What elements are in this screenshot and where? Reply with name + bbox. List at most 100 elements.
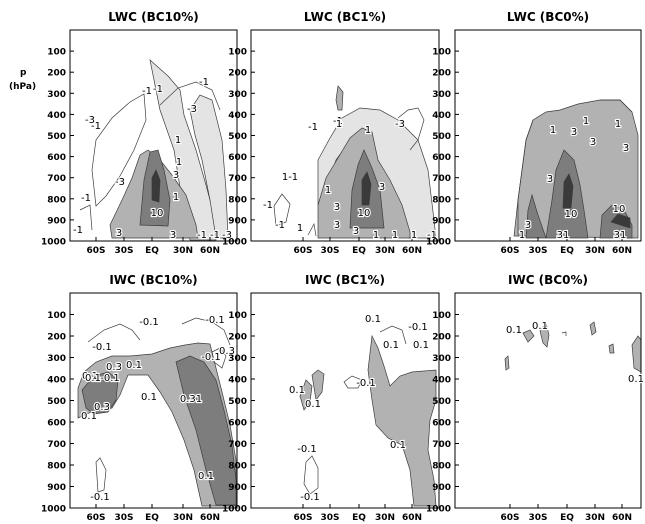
x-tick-label: 60S <box>293 246 312 256</box>
panel-title: LWC (BC0%) <box>507 10 589 24</box>
y-tick-label: 1000 <box>426 505 451 515</box>
contour-label: 10 <box>358 208 371 219</box>
panel-title: IWC (BC1%) <box>305 273 385 287</box>
y-tick-label: 200 <box>228 69 247 79</box>
contour-fill-medium <box>367 334 437 507</box>
contour-line <box>211 347 227 369</box>
y-tick-label: 100 <box>47 48 66 58</box>
contour-line <box>517 119 534 236</box>
contour-fill-dark <box>525 193 547 239</box>
contour-label: 3 <box>571 127 577 138</box>
contour-label: -1 <box>73 225 83 236</box>
contour-fill-darkest <box>562 173 574 209</box>
y-tick-label: 600 <box>228 153 247 163</box>
contour-fill-darkest <box>361 171 372 206</box>
panel-2: LWC (BC1%) 100 200 300 400 500 600 700 800 900 100… <box>222 10 440 256</box>
y-tick-label: 800 <box>47 195 66 205</box>
y-tick-label: 500 <box>432 132 451 142</box>
panel-1: LWC (BC10%) 100 200 300 400 500 600 700 800 900 10… <box>41 10 238 256</box>
contour-label: 1 <box>173 192 179 203</box>
x-tick-label: 60N <box>402 513 422 523</box>
contour-label: -0.1 <box>90 492 110 503</box>
x-tick-label: 30N <box>585 246 605 256</box>
y-tick-label: 600 <box>47 419 66 429</box>
x-tick-label: EQ <box>560 246 574 256</box>
y-tick-label: 1000 <box>41 505 66 515</box>
y-tick-label: 500 <box>228 397 247 407</box>
x-tick-label: 60N <box>612 246 632 256</box>
y-tick-label: 400 <box>47 376 66 386</box>
contour-label: 31 <box>557 230 570 241</box>
contour-fill-light <box>317 107 437 239</box>
x-tick-label: EQ <box>352 513 366 523</box>
contour-label: 3 <box>170 230 176 241</box>
contour-fill-darkest <box>610 213 631 229</box>
contour-label: 1 <box>175 135 181 146</box>
contour-label: 1 <box>550 125 556 136</box>
contour-label: -0.1 <box>139 317 159 328</box>
contour-label: 1 <box>615 119 621 130</box>
contour-label: -1 <box>81 193 91 204</box>
y-tick-label: 200 <box>228 333 247 343</box>
y-tick-label: 900 <box>432 483 451 493</box>
contour-label: 1 <box>411 230 417 241</box>
contour-label: -1 <box>333 116 343 127</box>
contour-line <box>273 193 291 227</box>
x-tick-label: EQ <box>145 513 159 523</box>
y-tick-label: 600 <box>432 419 451 429</box>
contour-label: -0.1 <box>92 342 112 353</box>
contour-line <box>379 325 407 345</box>
y-tick-label: 200 <box>47 333 66 343</box>
panels: LWC (BC10%)10020030040050060070080090010… <box>41 10 645 523</box>
contour-label: 0.1 <box>141 392 157 403</box>
contour-label: 3 <box>547 174 553 185</box>
y-tick-label: 400 <box>228 111 247 121</box>
y-axis-unit: (hPa) <box>9 82 36 92</box>
contour-label: -0.1 <box>356 378 376 389</box>
x-tick-label: EQ <box>145 246 159 256</box>
contour-line <box>79 204 93 231</box>
contour-fill-medium <box>522 329 535 343</box>
y-tick-label: 700 <box>47 440 66 450</box>
y-tick-label: 700 <box>228 174 247 184</box>
panel-title: LWC (BC1%) <box>304 10 386 24</box>
contour-label: -3 <box>395 119 405 130</box>
x-tick-label: 30S <box>320 246 339 256</box>
y-tick-label: 900 <box>432 216 451 226</box>
contour-label: 1 <box>373 230 379 241</box>
contour-label: -1 <box>308 122 318 133</box>
x-tick-label: 60S <box>500 513 519 523</box>
y-tick-label: 100 <box>228 311 247 321</box>
y-tick-label: 200 <box>432 333 451 343</box>
x-tick-label: 30S <box>320 513 339 523</box>
y-tick-label: 800 <box>228 462 247 472</box>
contour-label: 1 <box>325 185 331 196</box>
y-tick-label: 500 <box>228 132 247 142</box>
panel-title: LWC (BC10%) <box>108 10 199 24</box>
contour-label: -1 <box>275 220 285 231</box>
y-tick-label: 200 <box>47 69 66 79</box>
contour-label: 1 <box>336 119 342 130</box>
contour-line <box>159 81 221 111</box>
contour-label: -1 <box>210 230 220 241</box>
x-tick-label: 60N <box>402 246 422 256</box>
contour-label: -1 <box>427 230 437 241</box>
contour-line <box>87 323 141 343</box>
contour-label: 1-1 <box>282 172 298 183</box>
x-tick-label: 30S <box>528 246 547 256</box>
contour-fill-dark <box>81 371 119 415</box>
y-tick-label: 800 <box>432 462 451 472</box>
y-tick-label: 500 <box>432 397 451 407</box>
y-tick-label: 900 <box>228 216 247 226</box>
contour-label: 3 <box>525 220 531 231</box>
y-tick-label: 900 <box>47 483 66 493</box>
y-tick-label: 600 <box>228 419 247 429</box>
y-tick-label: 1000 <box>41 238 66 248</box>
contour-fill-medium <box>608 343 615 354</box>
y-tick-label: 700 <box>47 174 66 184</box>
contour-label: 0.3 <box>219 346 235 357</box>
contour-label: 1 <box>583 116 589 127</box>
contour-label: 3 <box>173 170 179 181</box>
panel-3: LWC (BC0%) 100 200 300 400 500 600 700 800 900 100… <box>426 10 642 256</box>
